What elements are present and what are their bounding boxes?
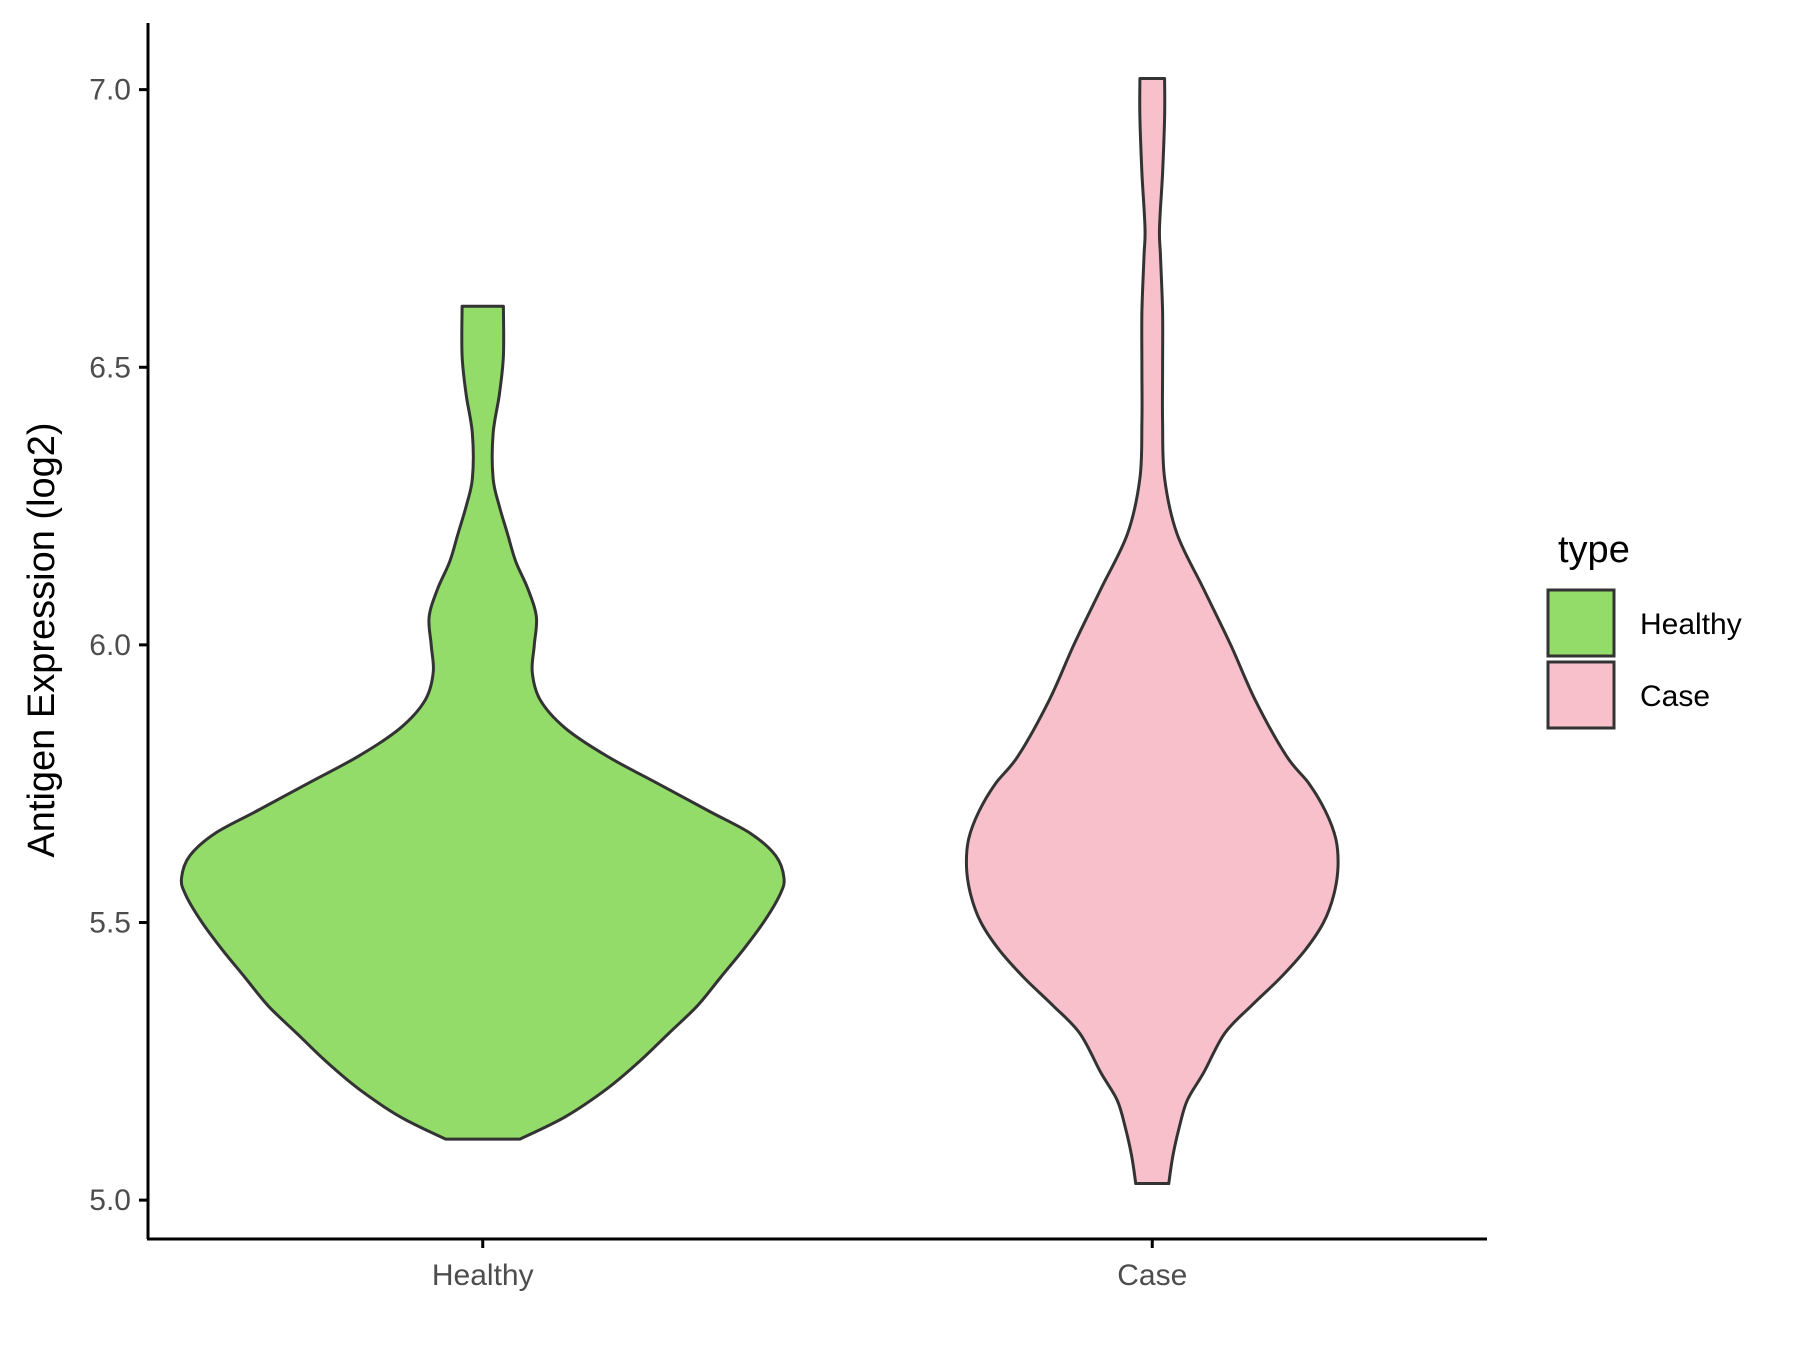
x-ticks: Healthy Case — [432, 1239, 1187, 1292]
y-axis-title: Antigen Expression (log2) — [21, 422, 63, 857]
y-tick-label: 6.5 — [89, 351, 131, 384]
legend-title: type — [1558, 529, 1630, 571]
axes — [146, 23, 1487, 1241]
y-tick-label: 6.0 — [89, 629, 131, 662]
legend-label: Healthy — [1640, 608, 1742, 641]
y-tick-label: 5.5 — [89, 907, 131, 940]
x-tick-label: Case — [1117, 1259, 1187, 1292]
violin-case — [964, 77, 1340, 1185]
legend-label: Case — [1640, 680, 1710, 713]
x-tick-label: Healthy — [432, 1259, 534, 1292]
y-tick-label: 5.0 — [89, 1184, 131, 1217]
y-ticks: 5.0 5.5 6.0 6.5 7.0 — [89, 74, 148, 1217]
legend-entries: Healthy Case — [1546, 588, 1742, 730]
y-tick-label: 7.0 — [89, 74, 131, 107]
legend: type Healthy Case — [1546, 529, 1742, 730]
legend-swatch-healthy — [1546, 588, 1616, 658]
violin-healthy — [179, 304, 786, 1141]
violin-layer — [179, 77, 1340, 1185]
legend-swatch-case — [1546, 660, 1616, 730]
